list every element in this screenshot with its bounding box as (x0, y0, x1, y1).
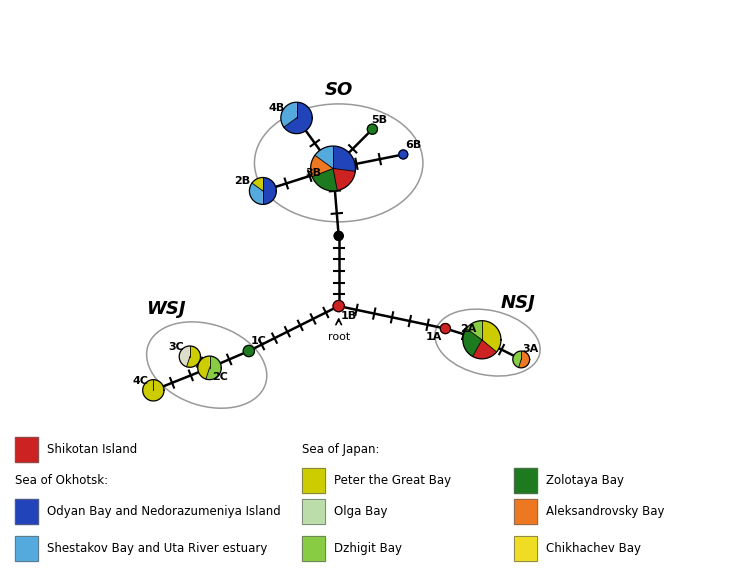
Polygon shape (312, 168, 337, 191)
Bar (15, 437, 38, 462)
Bar (302, 468, 325, 493)
Text: Sea of Okhotsk:: Sea of Okhotsk: (15, 474, 108, 487)
Bar (15, 499, 38, 524)
Bar (302, 537, 325, 561)
Circle shape (367, 124, 377, 134)
Polygon shape (263, 178, 277, 204)
Polygon shape (466, 321, 482, 340)
Polygon shape (252, 178, 263, 191)
Text: 5B: 5B (372, 115, 388, 125)
Bar (15, 499, 38, 524)
Bar (302, 537, 325, 561)
Polygon shape (249, 183, 263, 204)
Text: 1C: 1C (251, 336, 267, 346)
Bar (514, 537, 537, 561)
Bar (15, 537, 38, 561)
Polygon shape (333, 168, 355, 190)
Polygon shape (198, 356, 209, 379)
Text: 2B: 2B (234, 176, 250, 186)
Bar (514, 499, 537, 524)
Text: 1B: 1B (341, 310, 357, 321)
Bar (302, 499, 325, 524)
Text: 2A: 2A (460, 324, 476, 334)
Text: 4C: 4C (133, 376, 149, 386)
Text: 3C: 3C (168, 342, 184, 352)
Text: 1A: 1A (426, 332, 442, 342)
Circle shape (334, 231, 343, 241)
Polygon shape (519, 351, 530, 368)
Text: 6B: 6B (405, 140, 422, 150)
Polygon shape (280, 102, 296, 127)
Text: Peter the Great Bay: Peter the Great Bay (334, 474, 451, 487)
Text: Odyan Bay and Nedorazumeniya Island: Odyan Bay and Nedorazumeniya Island (47, 505, 280, 518)
Polygon shape (482, 321, 501, 352)
Text: Olga Bay: Olga Bay (334, 505, 388, 518)
Polygon shape (513, 351, 521, 368)
Polygon shape (463, 328, 482, 357)
Text: Dzhigit Bay: Dzhigit Bay (334, 542, 402, 556)
Text: SO: SO (324, 81, 353, 99)
Circle shape (440, 324, 451, 334)
Text: Chikhachev Bay: Chikhachev Bay (546, 542, 641, 556)
Bar (514, 499, 537, 524)
Bar (15, 437, 38, 462)
Text: 4B: 4B (269, 103, 285, 114)
Polygon shape (179, 346, 190, 367)
Text: 3B: 3B (305, 168, 321, 178)
Text: Shestakov Bay and Uta River estuary: Shestakov Bay and Uta River estuary (47, 542, 268, 556)
Polygon shape (472, 340, 497, 359)
Polygon shape (284, 102, 312, 134)
Text: root: root (327, 332, 350, 343)
Bar (302, 468, 325, 493)
Polygon shape (143, 380, 164, 401)
Polygon shape (187, 346, 200, 368)
Bar (302, 499, 325, 524)
Polygon shape (315, 146, 333, 168)
Bar (15, 537, 38, 561)
Text: Shikotan Island: Shikotan Island (47, 443, 137, 456)
Text: Zolotaya Bay: Zolotaya Bay (546, 474, 624, 487)
Polygon shape (206, 356, 222, 380)
Text: 2C: 2C (212, 372, 228, 383)
Circle shape (243, 346, 255, 357)
Circle shape (333, 301, 344, 312)
Text: Aleksandrovsky Bay: Aleksandrovsky Bay (546, 505, 665, 518)
Text: 3A: 3A (522, 344, 539, 354)
Bar (514, 468, 537, 493)
Polygon shape (311, 155, 333, 177)
Bar (514, 537, 537, 561)
Text: Sea of Japan:: Sea of Japan: (302, 443, 380, 456)
Text: WSJ: WSJ (147, 300, 186, 318)
Text: NSJ: NSJ (501, 294, 536, 312)
Bar (514, 468, 537, 493)
Circle shape (398, 150, 407, 159)
Polygon shape (333, 146, 355, 171)
